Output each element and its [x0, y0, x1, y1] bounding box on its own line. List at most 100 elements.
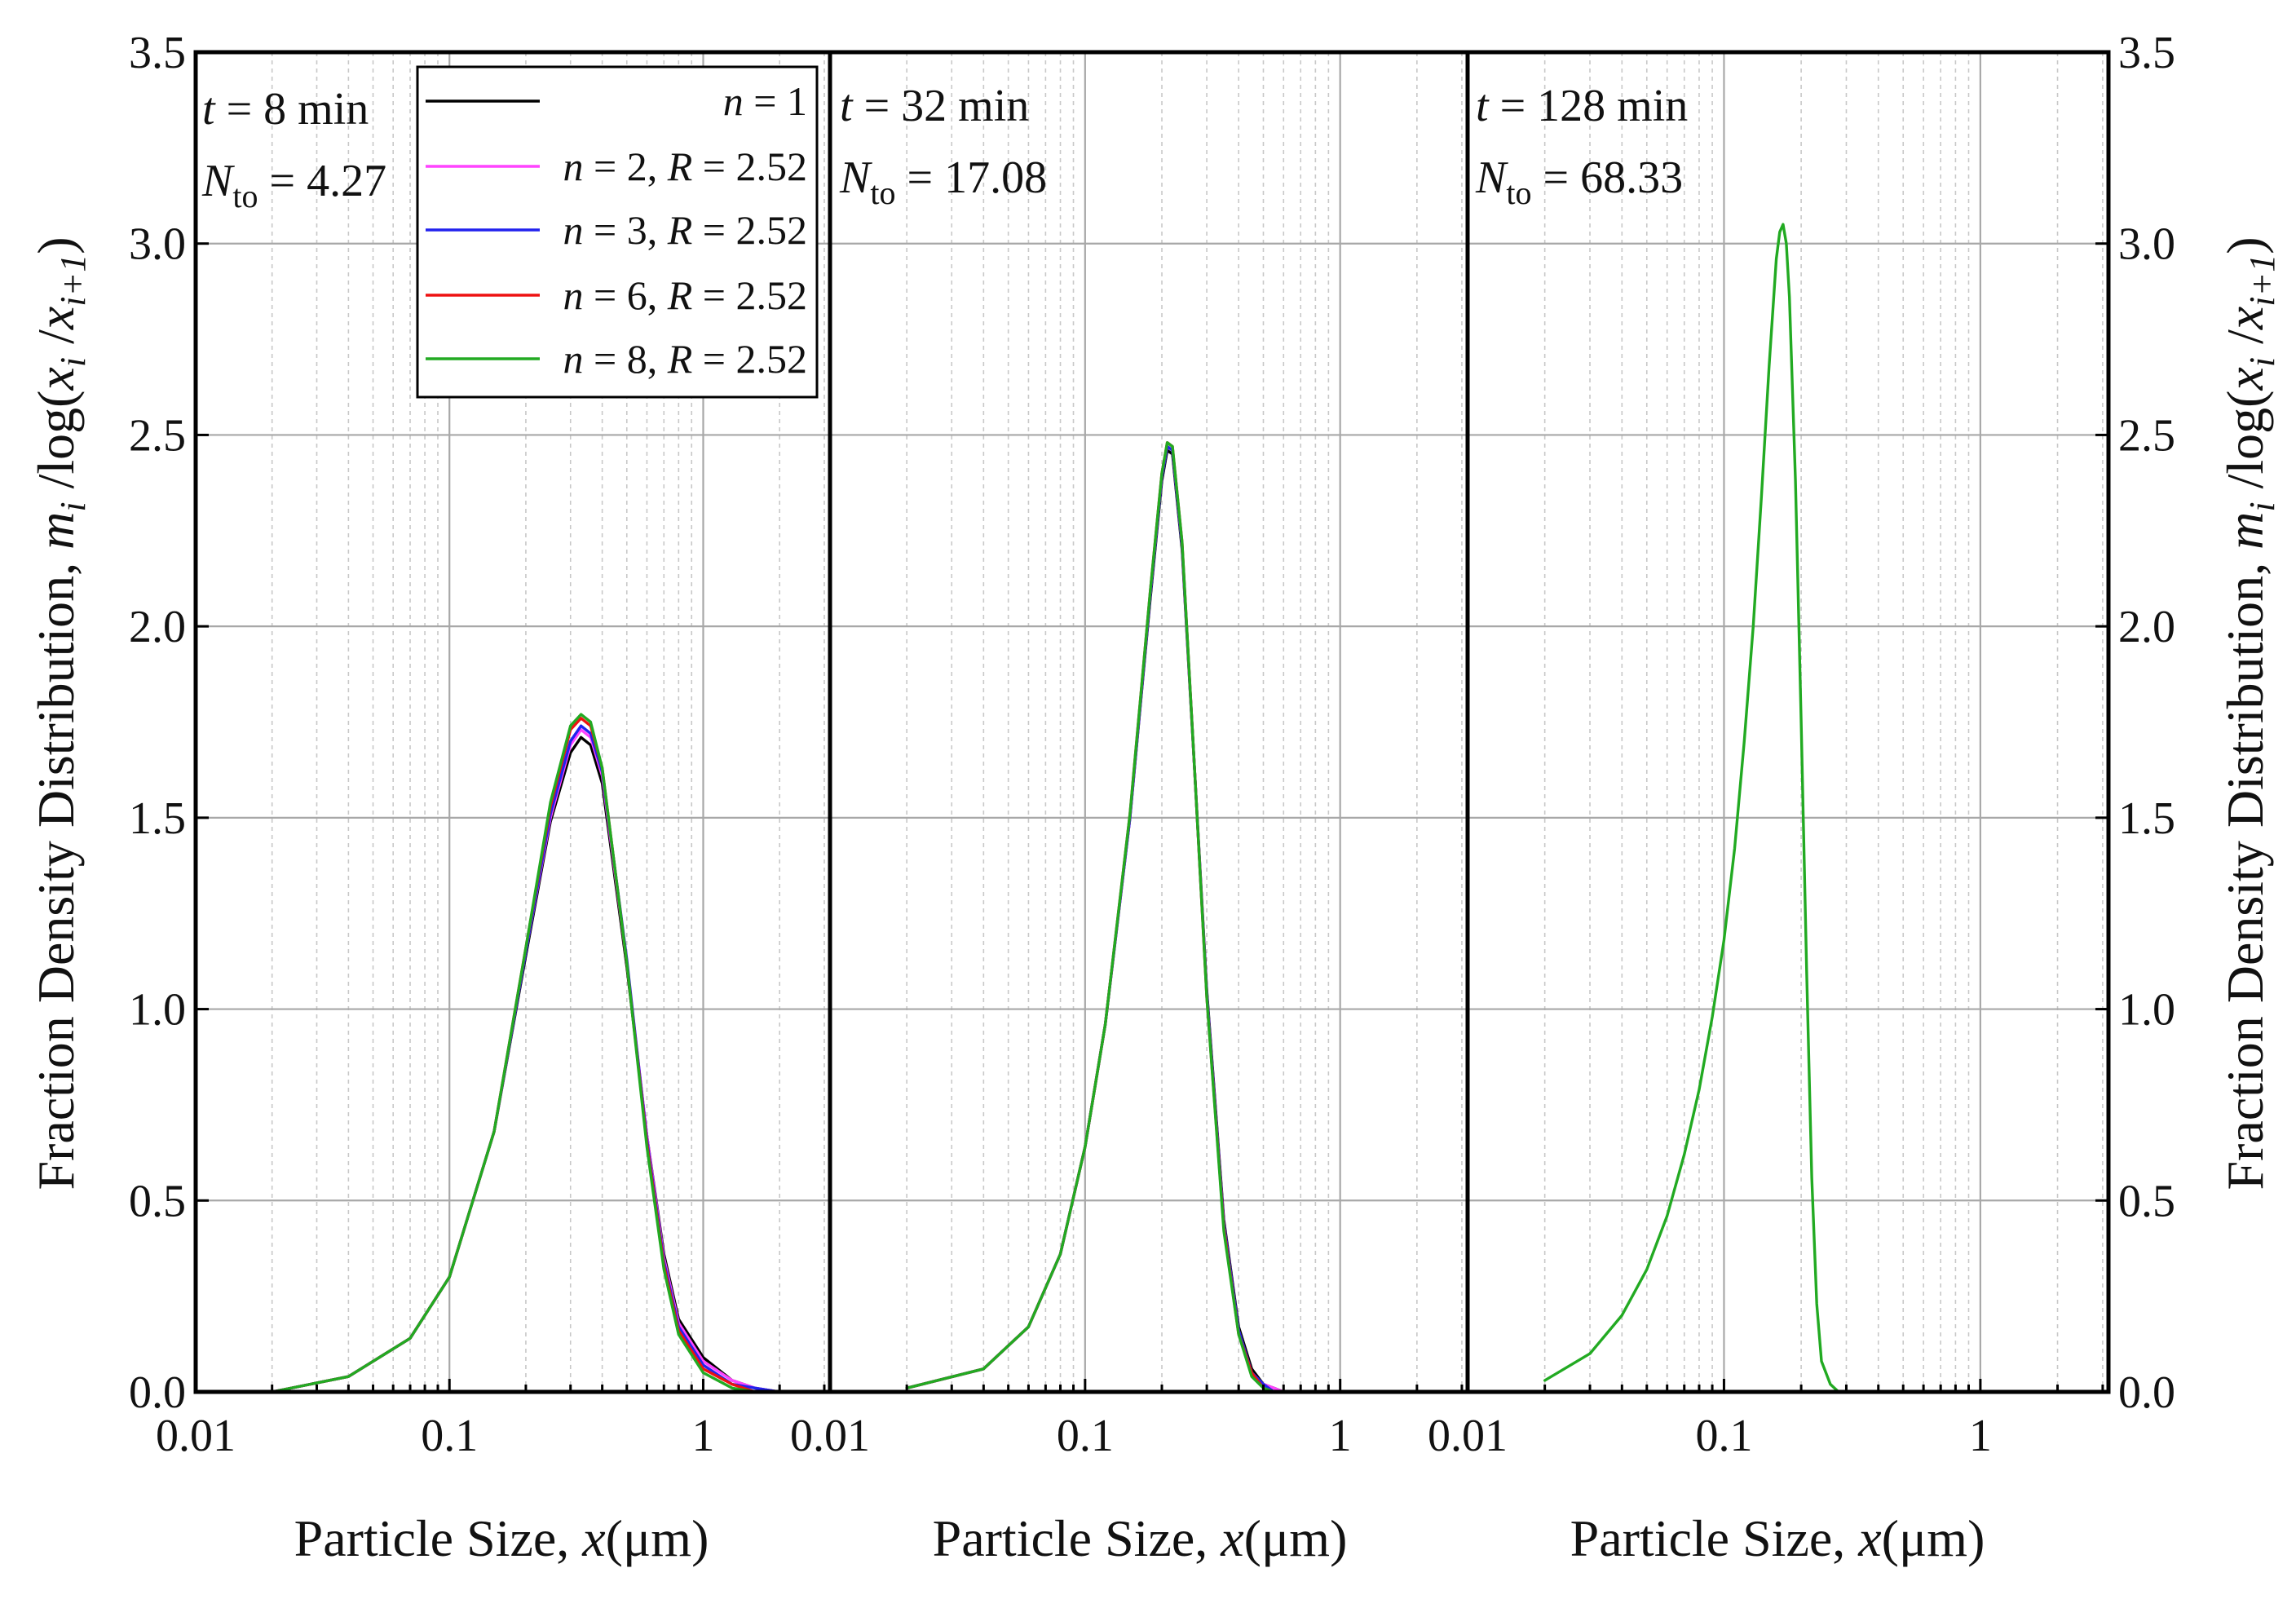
panel-2-annotation: t = 32 min Nto = 17.08 — [839, 81, 1047, 211]
frames — [193, 50, 2111, 1394]
ntotal-var: N — [1475, 152, 1508, 203]
ylabel-sub1: i — [2242, 357, 2282, 367]
x-axis-label-2: Particle Size, x(μm) — [933, 1509, 1348, 1567]
ylabel-text: Fraction Density Distribution, — [2216, 550, 2274, 1190]
ylabel-slash: / — [2216, 329, 2274, 357]
x-tick-label: 0.1 — [421, 1411, 478, 1461]
legend-label: n = 6, R = 2.52 — [563, 272, 807, 318]
legend-item: n = 6, R = 2.52 — [426, 272, 807, 318]
x-tick-label: 1 — [1969, 1411, 1992, 1461]
panel-frame — [828, 50, 1470, 1394]
legend-box — [416, 65, 819, 399]
panel-1-series — [271, 713, 781, 1394]
y-tick-label: 3.0 — [129, 219, 186, 270]
x-tick-label: 1 — [1329, 1411, 1352, 1461]
ylabel-close: ) — [27, 236, 85, 254]
x-tick-label: 0.1 — [1695, 1411, 1752, 1461]
panel-1-annotation: t = 8 min Nto = 4.27 — [201, 84, 386, 214]
time-var: t — [1476, 81, 1490, 131]
time-annotation: t = 8 min — [202, 84, 369, 135]
ntotal-sub: to — [1506, 174, 1531, 211]
ylabel-m: m — [2216, 512, 2274, 550]
y-tick-label: 0.0 — [2118, 1367, 2175, 1418]
y-tick-label: 3.5 — [129, 28, 186, 78]
ntotal-annotation: Nto = 17.08 — [839, 152, 1047, 211]
xlabel-text: Particle Size, — [933, 1509, 1221, 1567]
x-tick-label: 0.01 — [790, 1411, 870, 1461]
ntotal-var: N — [201, 156, 235, 206]
ylabel-sub2: i+1 — [2242, 254, 2282, 307]
x-tick-label: 0.1 — [1057, 1411, 1114, 1461]
ntotal-text: = 4.27 — [258, 156, 386, 206]
xlabel-text: Particle Size, — [1570, 1509, 1859, 1567]
y-tick-label: 1.0 — [2118, 985, 2175, 1036]
y-tick-label: 2.0 — [2118, 602, 2175, 652]
y-axis-label-right: Fraction Density Distribution, mi /log(x… — [2216, 236, 2282, 1190]
ylabel-x2: x — [2216, 307, 2274, 330]
legend-label: n = 8, R = 2.52 — [563, 336, 807, 382]
xlabel-unit: (μm) — [1244, 1509, 1348, 1567]
panel-2-grid — [830, 52, 1468, 1392]
ntotal-annotation: Nto = 4.27 — [201, 156, 386, 214]
series-line — [271, 713, 781, 1394]
x-axis-label-1: Particle Size, x(μm) — [294, 1509, 709, 1567]
xlabel-var: x — [1220, 1509, 1243, 1567]
ylabel-x1: x — [27, 367, 85, 391]
x-tick-label: 0.01 — [156, 1411, 236, 1461]
panel-2-series — [905, 441, 1464, 1394]
y-tick-label: 0.0 — [129, 1367, 186, 1418]
panel-3-annotation: t = 128 min Nto = 68.33 — [1475, 81, 1688, 211]
ylabel-i: i — [53, 501, 93, 511]
legend-item: n = 2, R = 2.52 — [426, 144, 807, 189]
ntotal-sub: to — [232, 178, 258, 214]
y-tick-label: 1.0 — [129, 985, 186, 1036]
legend: n = 1 n = 2, R = 2.52 n = 3, R = 2.52 n … — [416, 65, 819, 399]
ylabel-i: i — [2242, 501, 2282, 511]
ylabel-sub2: i+1 — [53, 254, 93, 307]
xlabel-var: x — [1857, 1509, 1881, 1567]
ylabel-m: m — [27, 512, 85, 550]
panel-3-ticks: 0.01 0.1 1 0.0 0.5 1.0 1.5 2.0 2.5 3.0 3.5 — [1428, 28, 2175, 1461]
y-tick-label: 1.5 — [129, 793, 186, 844]
ntotal-sub: to — [870, 174, 895, 211]
y-axis-label-left: Fraction Density Distribution, mi /log(x… — [27, 236, 93, 1190]
xlabel-unit: (μm) — [606, 1509, 709, 1567]
panel-1-ticks: 0.01 0.1 1 0.0 0.5 1.0 1.5 2.0 2.5 3.0 3.5 — [129, 28, 826, 1461]
xlabel-unit: (μm) — [1882, 1509, 1985, 1567]
ntotal-text: = 17.08 — [895, 152, 1047, 203]
series-line — [1543, 223, 2104, 1394]
time-text: = 128 min — [1489, 81, 1689, 131]
ylabel-mid: /log( — [27, 391, 85, 502]
legend-label: n = 3, R = 2.52 — [563, 207, 807, 253]
ylabel-close: ) — [2216, 236, 2274, 254]
x-axis-label-3: Particle Size, x(μm) — [1570, 1509, 1985, 1567]
ntotal-var: N — [839, 152, 872, 203]
ntotal-annotation: Nto = 68.33 — [1475, 152, 1683, 211]
panel-3: 0.01 0.1 1 0.0 0.5 1.0 1.5 2.0 2.5 3.0 3.5 t = 128… — [1428, 28, 2175, 1461]
legend-item: n = 8, R = 2.52 — [426, 336, 807, 382]
ylabel-sub1: i — [53, 357, 93, 367]
ylabel-x2: x — [27, 307, 85, 330]
panel-frame — [1465, 50, 2111, 1394]
xlabel-var: x — [581, 1509, 605, 1567]
y-tick-label: 1.5 — [2118, 793, 2175, 844]
x-tick-label: 1 — [691, 1411, 714, 1461]
xlabel-text: Particle Size, — [294, 1509, 583, 1567]
legend-item: n = 3, R = 2.52 — [426, 207, 807, 253]
ylabel-mid: /log( — [2216, 391, 2274, 502]
y-tick-label: 0.5 — [2118, 1176, 2175, 1226]
x-tick-label: 0.01 — [1428, 1411, 1508, 1461]
y-tick-label: 3.5 — [2118, 28, 2175, 78]
panel-3-series — [1543, 223, 2104, 1394]
time-var: t — [202, 84, 216, 135]
ntotal-text: = 68.33 — [1531, 152, 1683, 203]
series-line — [905, 441, 1464, 1394]
y-tick-label: 0.5 — [129, 1176, 186, 1226]
time-text: = 32 min — [853, 81, 1030, 131]
ylabel-x1: x — [2216, 367, 2274, 391]
y-tick-label: 2.5 — [2118, 410, 2175, 461]
legend-label: n = 2, R = 2.52 — [563, 144, 807, 189]
time-annotation: t = 128 min — [1476, 81, 1688, 131]
y-tick-label: 2.0 — [129, 602, 186, 652]
